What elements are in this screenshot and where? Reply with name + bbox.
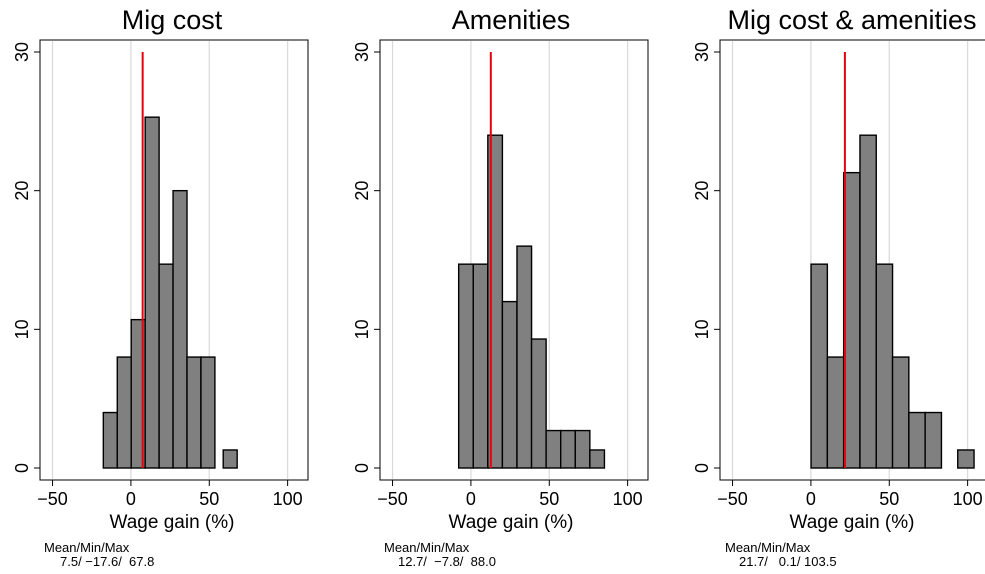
histogram-bar xyxy=(908,411,926,469)
stats-note-values: 7.5/ −17.6/ 67.8 xyxy=(60,554,154,569)
y-tick-label: 10 xyxy=(12,319,32,339)
histogram-bar xyxy=(924,411,943,469)
stats-note-label: Mean/Min/Max xyxy=(44,540,130,555)
histogram-bar xyxy=(158,263,174,469)
histogram-bar xyxy=(472,263,489,469)
plot-frame xyxy=(379,39,649,481)
y-tick-label: 0 xyxy=(12,463,32,473)
y-tick-label: 10 xyxy=(692,319,712,339)
histogram-bar xyxy=(200,356,216,469)
histogram-bar xyxy=(457,263,474,469)
histogram-bar xyxy=(560,429,576,469)
histogram-bar xyxy=(859,134,877,469)
x-tick-label: −50 xyxy=(37,489,68,509)
y-tick-label: 0 xyxy=(692,463,712,473)
panel-amenities: Amenities −50 0 50 100 0 10 20 30 Wage gain (%)… xyxy=(352,5,649,569)
x-tick-label: 50 xyxy=(539,489,559,509)
x-axis-label: Wage gain (%) xyxy=(110,512,235,533)
panel-mig-cost-and-amenities: Mig cost & amenities −50 0 50 100 0 10 20 30 Wa… xyxy=(692,5,985,569)
y-tick-label: 20 xyxy=(12,181,32,201)
histogram-bar xyxy=(826,356,845,469)
plot-frame xyxy=(39,39,309,481)
y-tick-label: 20 xyxy=(692,181,712,201)
histogram-bar xyxy=(574,429,591,469)
stats-note-values: 12.7/ −7.8/ 88.0 xyxy=(398,554,496,569)
y-tick-label: 30 xyxy=(12,42,32,62)
histogram-bar xyxy=(516,245,533,469)
panel-title: Amenities xyxy=(452,5,571,35)
x-tick-label: −50 xyxy=(377,489,408,509)
histogram-bar xyxy=(102,411,118,469)
y-tick-label: 0 xyxy=(352,463,372,473)
histogram-bar xyxy=(891,356,910,469)
panel-title: Mig cost xyxy=(122,5,223,35)
x-tick-label: 100 xyxy=(613,489,643,509)
x-tick-label: 100 xyxy=(273,489,303,509)
panel-title: Mig cost & amenities xyxy=(727,5,976,35)
histogram-bar xyxy=(810,263,829,469)
plot-frame xyxy=(719,39,985,481)
x-tick-label: 0 xyxy=(806,489,816,509)
plot-area: −50 0 50 100 0 10 20 30 xyxy=(12,39,309,509)
plot-area: −50 0 50 100 0 10 20 30 xyxy=(692,39,985,509)
x-tick-label: 50 xyxy=(879,489,899,509)
histogram-bar xyxy=(530,338,547,469)
y-tick-label: 30 xyxy=(692,42,712,62)
histogram-bar xyxy=(501,300,518,469)
stats-note-values: 21.7/ 0.1/ 103.5 xyxy=(739,554,837,569)
stats-note-label: Mean/Min/Max xyxy=(384,540,470,555)
x-tick-label: 0 xyxy=(126,489,136,509)
y-tick-label: 10 xyxy=(352,319,372,339)
y-tick-label: 30 xyxy=(352,42,372,62)
histogram-bar xyxy=(589,449,606,469)
histogram-bar xyxy=(186,356,202,469)
histogram-bar xyxy=(144,116,160,469)
x-axis-label: Wage gain (%) xyxy=(449,512,574,533)
x-tick-label: 100 xyxy=(953,489,983,509)
plot-area: −50 0 50 100 0 10 20 30 xyxy=(352,39,649,509)
x-tick-label: −50 xyxy=(717,489,748,509)
histogram-bar xyxy=(957,449,975,469)
histogram-bar xyxy=(172,189,188,469)
histogram-bar xyxy=(842,171,861,469)
histogram-bar xyxy=(875,263,894,469)
x-tick-label: 0 xyxy=(466,489,476,509)
x-axis-label: Wage gain (%) xyxy=(790,512,915,533)
histogram-bar xyxy=(116,356,132,469)
stats-note-label: Mean/Min/Max xyxy=(725,540,811,555)
x-tick-label: 50 xyxy=(199,489,219,509)
histogram-bar xyxy=(545,429,562,469)
histogram-bar xyxy=(222,449,238,469)
y-tick-label: 20 xyxy=(352,181,372,201)
